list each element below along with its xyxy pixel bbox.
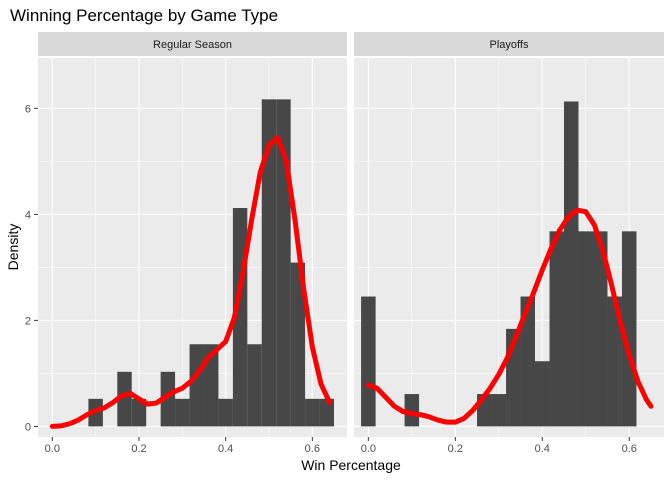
histogram-bar bbox=[621, 231, 637, 427]
histogram-bar bbox=[319, 398, 334, 427]
strip-background bbox=[38, 32, 347, 56]
strip-background bbox=[354, 32, 664, 56]
x-tick-label: 0.2 bbox=[448, 443, 463, 455]
histogram-bar bbox=[578, 231, 593, 427]
histogram-bar bbox=[361, 296, 376, 427]
y-tick-label: 4 bbox=[25, 209, 31, 221]
x-tick-label: 0.0 bbox=[45, 443, 60, 455]
y-tick-label: 6 bbox=[25, 103, 31, 115]
histogram-bar bbox=[247, 344, 262, 427]
x-axis-title: Win Percentage bbox=[301, 457, 401, 473]
x-tick-label: 0.0 bbox=[361, 443, 376, 455]
x-tick-label: 0.4 bbox=[218, 443, 233, 455]
histogram-bar bbox=[593, 231, 608, 427]
x-axis-regular-season: 0.0 0.2 0.4 0.6 bbox=[45, 437, 320, 455]
histogram-bar bbox=[535, 361, 550, 427]
y-tick-label: 2 bbox=[25, 315, 31, 327]
histogram-bar bbox=[305, 398, 320, 427]
histogram-bars bbox=[361, 101, 637, 427]
x-tick-label: 0.6 bbox=[622, 443, 637, 455]
y-axis: 0 2 4 6 bbox=[25, 103, 38, 433]
histogram-bar bbox=[261, 99, 277, 427]
panel-playoffs: Playoffs bbox=[354, 32, 664, 437]
histogram-bar bbox=[491, 394, 507, 427]
histogram-bar bbox=[290, 262, 306, 427]
x-axis-playoffs: 0.0 0.2 0.4 0.6 bbox=[361, 437, 637, 455]
histogram-bar bbox=[564, 101, 579, 427]
histogram-bar bbox=[520, 296, 535, 427]
histogram-bar bbox=[549, 231, 564, 427]
density-curve bbox=[365, 207, 654, 425]
histogram-bar bbox=[203, 344, 219, 427]
x-tick-label: 0.2 bbox=[131, 443, 146, 455]
histogram-bar bbox=[189, 344, 204, 427]
x-tick-label: 0.6 bbox=[305, 443, 320, 455]
histogram-bar bbox=[131, 398, 147, 427]
histogram-bar bbox=[175, 398, 190, 427]
histogram-bar bbox=[160, 371, 176, 427]
chart-title: Winning Percentage by Game Type bbox=[10, 6, 278, 25]
y-axis-title: Density bbox=[5, 224, 21, 271]
strip-label: Regular Season bbox=[153, 39, 232, 51]
density-curve bbox=[49, 135, 333, 429]
y-tick-label: 0 bbox=[25, 421, 31, 433]
histogram-bar bbox=[117, 371, 132, 427]
panel-regular-season: Regular Season bbox=[38, 32, 347, 437]
histogram-bar bbox=[218, 398, 233, 427]
histogram-bar bbox=[607, 296, 622, 427]
histogram-bars bbox=[88, 99, 334, 427]
x-tick-label: 0.4 bbox=[535, 443, 550, 455]
histogram-bar bbox=[404, 394, 420, 427]
strip-label: Playoffs bbox=[490, 39, 529, 51]
